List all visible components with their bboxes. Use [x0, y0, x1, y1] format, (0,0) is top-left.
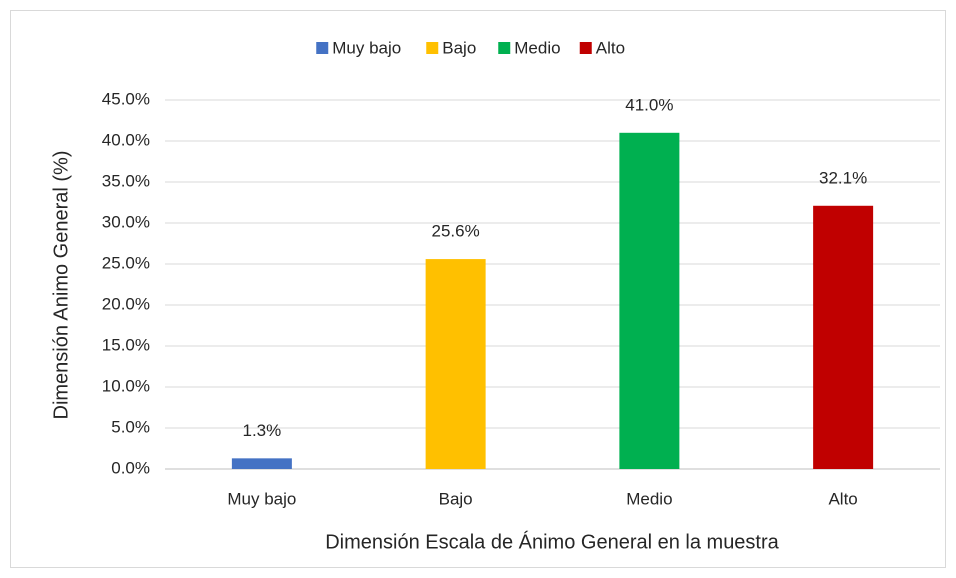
legend-swatch — [579, 42, 592, 54]
legend-label: Muy bajo — [332, 38, 401, 57]
x-axis-title: Dimensión Escala de Ánimo General en la … — [325, 530, 779, 553]
data-label: 41.0% — [625, 95, 673, 114]
x-tick-label: Medio — [626, 489, 672, 508]
y-tick-label: 35.0% — [102, 171, 150, 190]
data-label: 25.6% — [432, 222, 480, 241]
bar — [231, 458, 292, 469]
y-tick-label: 25.0% — [102, 253, 150, 272]
y-tick-label: 20.0% — [102, 294, 150, 313]
legend-label: Alto — [596, 38, 625, 57]
y-tick-label: 40.0% — [102, 130, 150, 149]
x-tick-label: Alto — [828, 489, 857, 508]
x-tick-label: Muy bajo — [227, 489, 296, 508]
y-tick-label: 5.0% — [111, 417, 150, 436]
legend-label: Bajo — [442, 38, 476, 57]
x-tick-label: Bajo — [439, 489, 473, 508]
y-tick-label: 10.0% — [102, 376, 150, 395]
bar — [425, 259, 486, 469]
y-tick-label: 30.0% — [102, 212, 150, 231]
legend-swatch — [426, 42, 439, 54]
bar — [619, 132, 680, 470]
data-label: 32.1% — [819, 168, 867, 187]
legend-swatch — [498, 42, 511, 54]
bar — [813, 205, 874, 469]
legend-swatch — [316, 42, 329, 54]
y-tick-label: 0.0% — [111, 458, 150, 477]
y-tick-label: 45.0% — [102, 89, 150, 108]
y-axis-title: Dimensión Animo General (%) — [50, 151, 72, 420]
legend-label: Medio — [514, 38, 560, 57]
data-label: 1.3% — [243, 421, 282, 440]
y-tick-label: 15.0% — [102, 335, 150, 354]
